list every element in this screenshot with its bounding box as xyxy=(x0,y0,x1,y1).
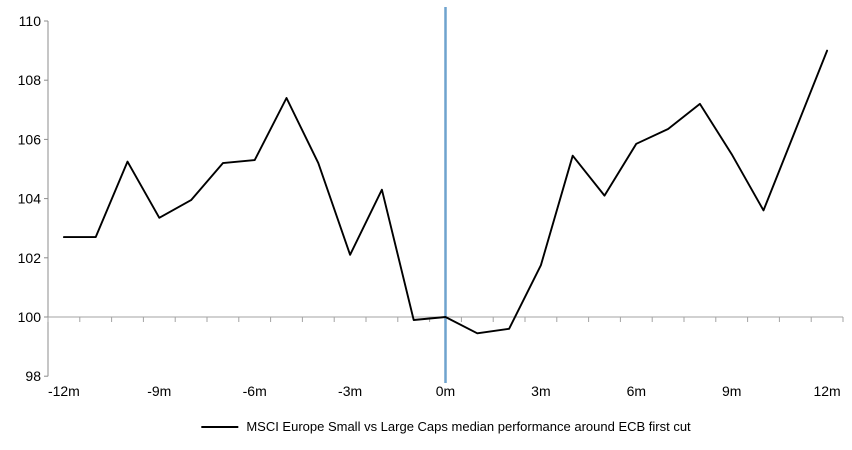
y-axis-tick-label: 100 xyxy=(18,309,42,325)
x-axis-tick-label: -3m xyxy=(338,383,362,399)
legend-label: MSCI Europe Small vs Large Caps median p… xyxy=(246,419,691,434)
x-axis-tick-label: -6m xyxy=(243,383,267,399)
x-axis-tick-label: 9m xyxy=(722,383,741,399)
y-axis-tick-label: 108 xyxy=(18,72,42,88)
x-axis-tick-label: -12m xyxy=(48,383,80,399)
y-axis-tick-label: 102 xyxy=(18,250,42,266)
legend-line-marker xyxy=(201,426,239,428)
x-axis-tick-label: 6m xyxy=(627,383,646,399)
x-axis-tick-label: 12m xyxy=(813,383,840,399)
x-axis-tick-label: -9m xyxy=(147,383,171,399)
y-axis-tick-label: 104 xyxy=(18,191,42,207)
legend: MSCI Europe Small vs Large Caps median p… xyxy=(201,419,691,435)
x-axis-tick-label: 3m xyxy=(531,383,550,399)
y-axis-tick-label: 110 xyxy=(19,13,42,29)
y-axis-tick-label: 98 xyxy=(25,368,41,384)
x-axis-tick-label: 0m xyxy=(436,383,455,399)
y-axis-tick-label: 106 xyxy=(18,131,42,147)
series-line xyxy=(62,49,829,335)
